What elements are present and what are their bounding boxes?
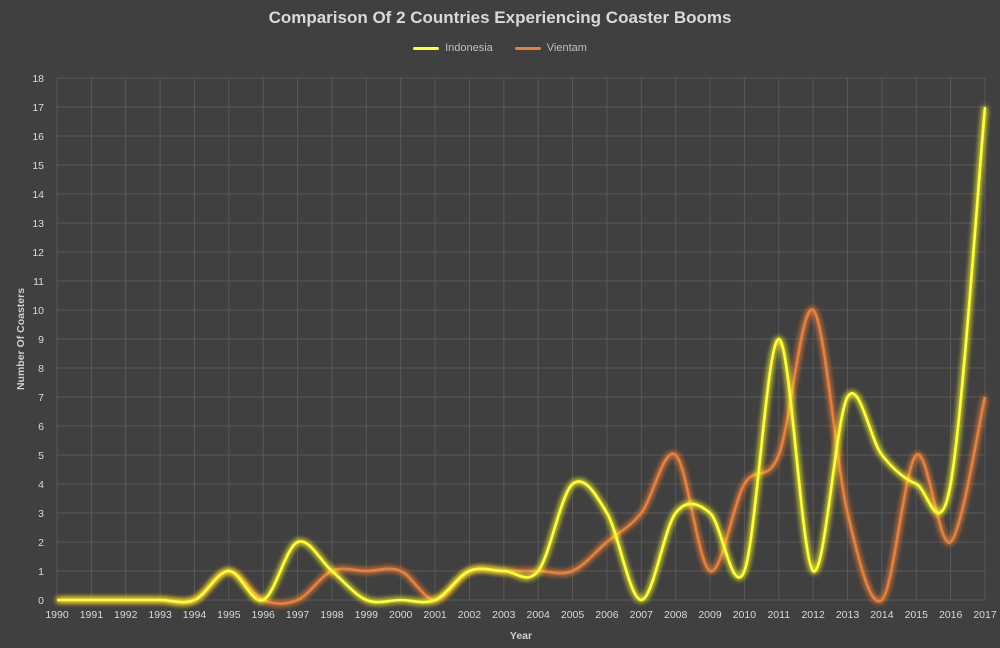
- y-axis-title: Number Of Coasters: [15, 288, 27, 390]
- x-tick-label: 1998: [320, 609, 344, 621]
- legend-label-vientam: Vientam: [546, 42, 587, 54]
- y-tick-label: 14: [32, 189, 44, 201]
- x-tick-label: 1995: [217, 609, 241, 621]
- chart-title: Comparison Of 2 Countries Experiencing C…: [268, 8, 732, 27]
- y-tick-label: 6: [38, 421, 44, 433]
- y-tick-label: 18: [32, 73, 44, 85]
- x-tick-label: 2004: [527, 609, 551, 621]
- x-tick-label: 2001: [423, 609, 447, 621]
- y-tick-label: 12: [32, 247, 44, 259]
- x-tick-label: 2006: [595, 609, 619, 621]
- x-tick-label: 2012: [801, 609, 825, 621]
- x-tick-label: 2016: [939, 609, 963, 621]
- y-tick-label: 10: [32, 305, 44, 317]
- legend-swatch-vientam: [514, 46, 541, 50]
- legend-item-vientam[interactable]: Vientam: [514, 42, 587, 54]
- x-tick-label: 2005: [561, 609, 585, 621]
- x-tick-label: 2014: [870, 609, 894, 621]
- y-tick-label: 17: [32, 102, 44, 114]
- y-tick-label: 13: [32, 218, 44, 230]
- y-tick-label: 9: [38, 334, 44, 346]
- series-line-vientam: [56, 308, 987, 605]
- x-tick-label: 2011: [767, 609, 790, 621]
- legend-label-indonesia: Indonesia: [445, 42, 493, 54]
- y-tick-label: 16: [32, 131, 44, 143]
- y-tick-label: 5: [38, 450, 44, 462]
- y-tick-label: 15: [32, 160, 44, 172]
- x-tick-label: 2007: [630, 609, 654, 621]
- x-tick-label: 1993: [148, 609, 172, 621]
- y-tick-label: 4: [38, 479, 44, 491]
- x-tick-label: 1991: [80, 609, 104, 621]
- x-tick-label: 2009: [698, 609, 722, 621]
- y-tick-label: 11: [33, 276, 44, 288]
- x-tick-label: 1990: [45, 609, 69, 621]
- x-tick-label: 1994: [183, 609, 207, 621]
- y-tick-label: 1: [38, 566, 44, 578]
- y-tick-label: 0: [38, 595, 44, 607]
- series-line-indonesia: [56, 106, 987, 604]
- x-tick-label: 2013: [836, 609, 860, 621]
- x-tick-label: 2008: [664, 609, 688, 621]
- x-tick-label: 2002: [458, 609, 482, 621]
- legend-swatch-indonesia: [413, 46, 440, 50]
- x-tick-label: 2010: [733, 609, 757, 621]
- x-tick-label: 2015: [905, 609, 929, 621]
- x-tick-label: 2000: [389, 609, 413, 621]
- x-tick-label: 1996: [252, 609, 276, 621]
- y-tick-label: 8: [38, 363, 44, 375]
- y-tick-label: 3: [38, 508, 44, 520]
- x-tick-label: 2003: [492, 609, 516, 621]
- legend-item-indonesia[interactable]: Indonesia: [413, 42, 493, 54]
- x-tick-label: 1997: [286, 609, 310, 621]
- x-tick-label: 1999: [355, 609, 379, 621]
- y-tick-label: 7: [38, 392, 44, 404]
- x-tick-label: 1992: [114, 609, 138, 621]
- x-tick-label: 2017: [973, 609, 997, 621]
- y-tick-label: 2: [38, 537, 44, 549]
- legend: Indonesia Vientam: [0, 42, 1000, 54]
- x-axis-title: Year: [510, 630, 532, 642]
